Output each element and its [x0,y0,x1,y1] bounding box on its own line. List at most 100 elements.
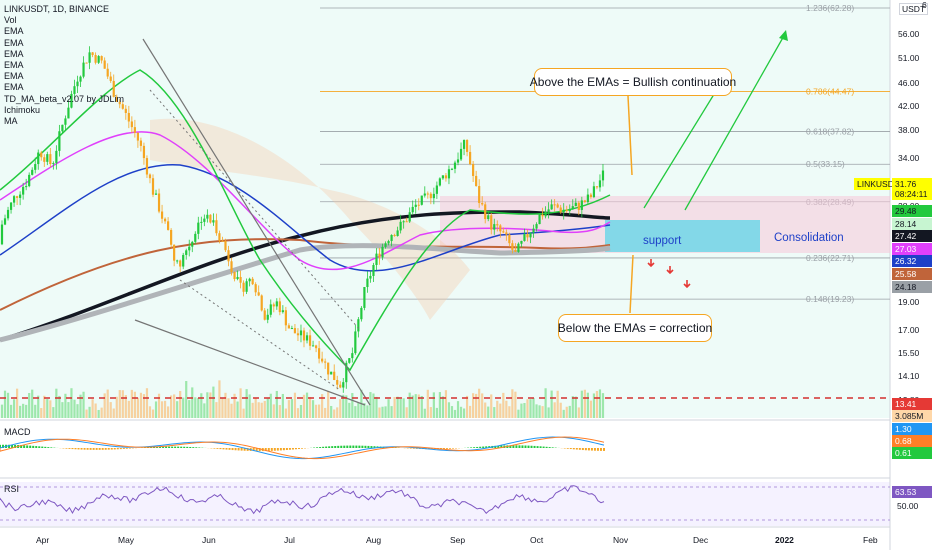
volume-bar [348,402,351,418]
macd-histogram-bar [325,446,328,448]
macd-histogram-bar [23,445,26,448]
macd-histogram-bar [349,445,352,448]
volume-bar [124,395,127,418]
price-axis-label: 34.00 [898,152,920,163]
volume-bar [565,406,568,418]
macd-histogram-bar [599,448,602,451]
volume-bar [257,402,260,418]
legend-item[interactable]: EMA [4,71,24,82]
macd-histogram-bar [26,445,29,448]
red-down-arrows [647,259,691,289]
volume-bar [526,399,529,418]
legend-item[interactable]: EMA [4,82,24,93]
currency-badge[interactable]: USDT [899,3,929,15]
volume-bar [417,394,420,418]
legend-item[interactable]: Vol [4,15,17,26]
volume-bar [160,401,164,418]
volume-bar [544,388,547,418]
candle-body [562,209,565,213]
candle-body [363,287,366,308]
volume-bar [502,392,505,418]
macd-histogram-bar [442,448,445,449]
macd-histogram-bar [518,445,521,448]
volume-bar [115,396,118,418]
price-axis-label: 51.00 [898,52,920,63]
candle-body [435,185,438,194]
wedge-lower [134,319,366,406]
legend-item[interactable]: TD_MA_beta_v2.07 by JDLim [4,93,125,104]
volume-bar [254,398,257,418]
wedge-upper [142,38,371,406]
candle-body [469,151,472,165]
candle-body [438,178,441,186]
legend-item[interactable]: EMA [4,26,24,37]
candle-body [248,278,251,282]
fib-label: 0.618(37.82) [806,127,854,137]
volume-bar [209,392,212,418]
candle-body [580,200,583,210]
macd-histogram-bar [119,448,122,450]
candle-body [6,209,10,219]
candle-body [481,203,484,205]
macd-histogram-bar [168,446,171,448]
macd-pane [0,436,605,460]
candle-body [269,304,272,315]
candle-body [55,150,58,164]
macd-histogram-bar [319,447,322,448]
macd-histogram-bar [509,445,512,448]
volume-bar [173,394,176,418]
volume-bar [227,398,230,418]
fib-label: 0.5(33.15) [806,159,845,169]
legend-item[interactable]: EMA [4,48,24,59]
candle-body [314,345,318,349]
candle-body [40,152,43,158]
candle-body [559,207,562,213]
candle-body [586,194,589,203]
volume-bar [589,400,592,418]
volume-bar [444,390,448,418]
candle-body [366,278,369,288]
volume-bar [568,405,571,418]
volume-bar [351,393,354,418]
candle-body [58,131,61,151]
legend-item[interactable]: Ichimoku [4,104,41,115]
candle-body [324,361,327,363]
macd-histogram-bar [352,445,355,448]
candle-body [145,158,149,175]
macd-histogram-bar [346,445,349,448]
macd-histogram-bar [186,446,189,448]
candle-body [151,178,155,195]
volume-bar [9,404,13,418]
corner-label: 6 [922,0,927,10]
candle-body [565,209,568,212]
volume-bar [574,396,577,418]
macd-histogram-bar [276,448,279,451]
volume-bar [580,390,583,418]
candle-body [25,186,28,188]
legend-item[interactable]: EMA [4,37,24,48]
volume-bar [248,394,251,418]
macd-histogram-bar [334,445,337,448]
candle-body [357,319,360,332]
macd-histogram-bar [587,448,590,451]
macd-histogram-bar [213,448,216,449]
candle-body [163,218,167,222]
legend-item[interactable]: EMA [4,60,24,71]
candle-body [447,169,451,179]
candle-body [345,362,348,383]
volume-bar [342,394,345,418]
macd-histogram-bar [68,448,71,449]
macd-histogram-bar [279,448,282,451]
candle-body [64,118,67,125]
legend-item[interactable]: MA [4,116,18,127]
candle-body [595,186,599,188]
candle-body [302,330,306,341]
fib-label: 0.236(22.71) [806,253,854,263]
macd-histogram-bar [367,445,370,448]
macd-histogram-bar [361,445,364,448]
candle-body [127,112,130,122]
macd-histogram-bar [264,448,267,452]
macd-histogram-bar [294,448,297,450]
candle-body [541,214,544,217]
